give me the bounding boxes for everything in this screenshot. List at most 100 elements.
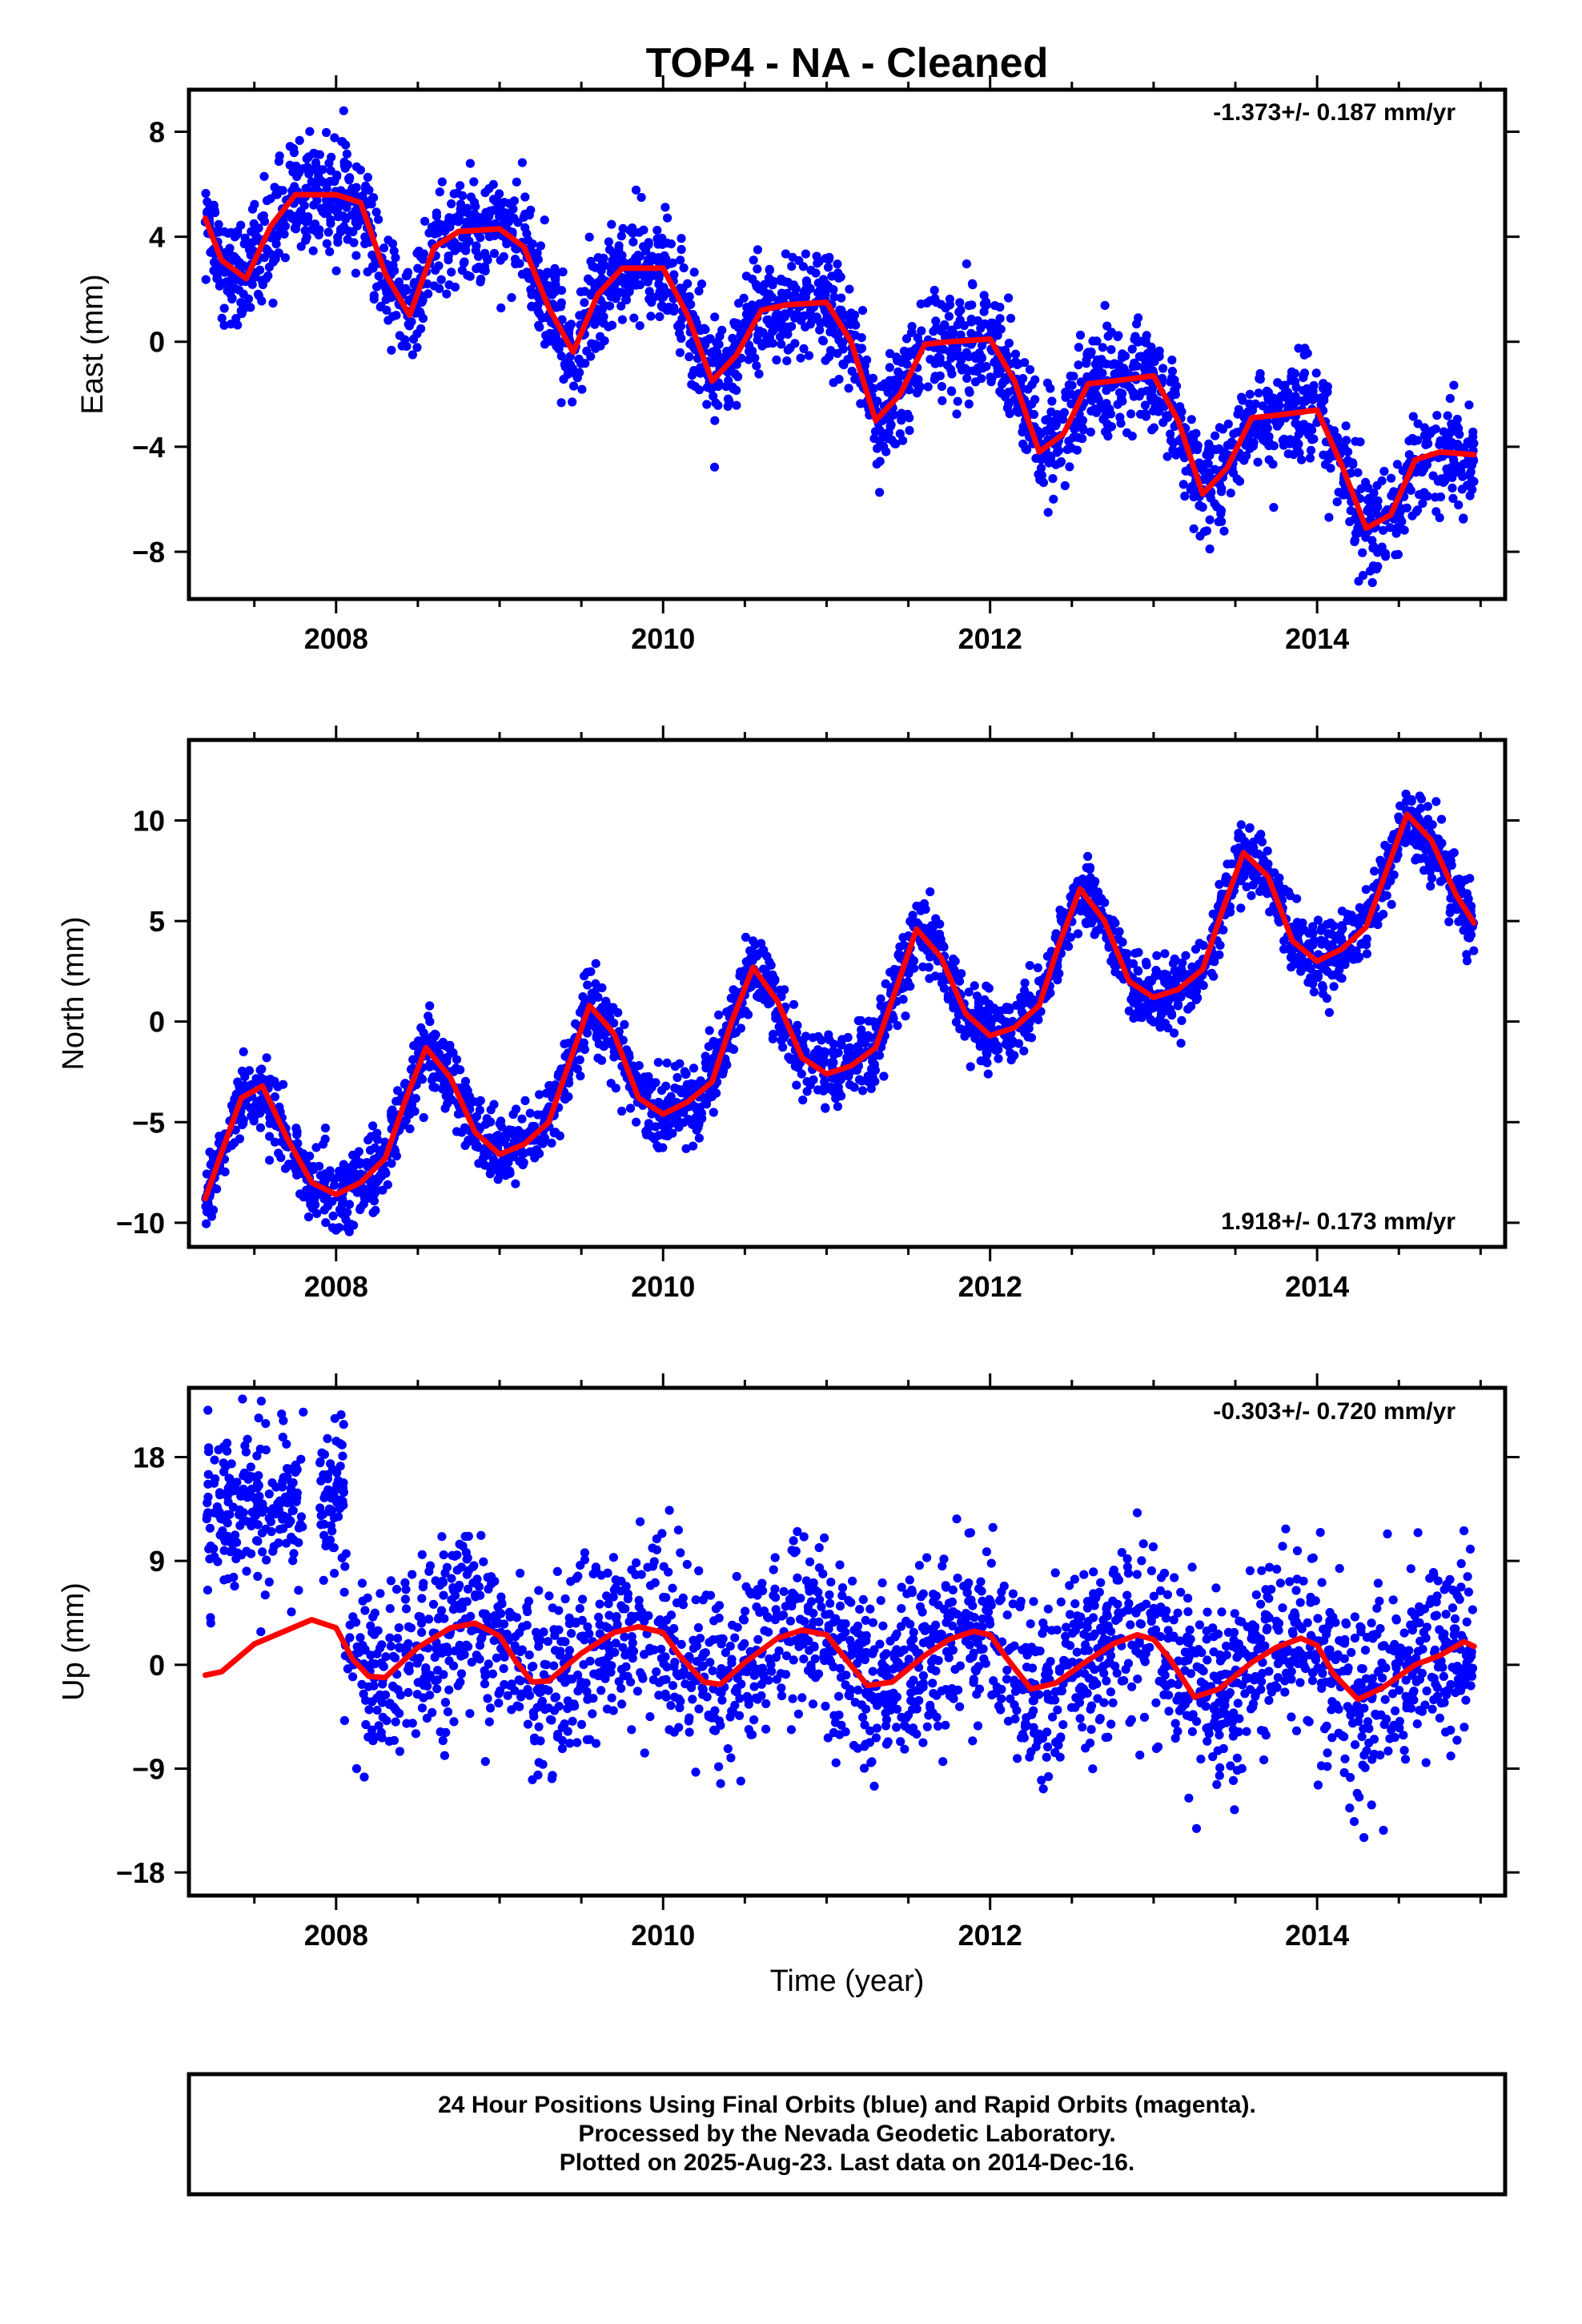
- data-point: [323, 227, 333, 237]
- data-point: [790, 339, 800, 348]
- data-point: [710, 416, 720, 425]
- data-point: [1223, 419, 1233, 429]
- data-point: [444, 280, 454, 290]
- data-point: [741, 309, 752, 320]
- data-point: [1142, 386, 1151, 396]
- data-point: [538, 1133, 548, 1144]
- data-point: [437, 177, 447, 187]
- data-point: [325, 247, 335, 256]
- data-point: [689, 1063, 699, 1073]
- data-point: [322, 239, 331, 248]
- data-point: [480, 266, 490, 275]
- data-point: [528, 1121, 537, 1132]
- data-point: [532, 248, 542, 258]
- data-point: [219, 278, 228, 288]
- data-point: [730, 369, 741, 379]
- data-point: [599, 253, 608, 263]
- data-point: [303, 1212, 314, 1222]
- data-point: [782, 356, 792, 366]
- data-point: [295, 135, 304, 145]
- data-point: [739, 293, 749, 303]
- data-point: [854, 1075, 865, 1084]
- data-point: [472, 1140, 482, 1150]
- data-point: [1006, 313, 1016, 324]
- data-point: [1279, 936, 1289, 946]
- data-point: [1186, 415, 1196, 424]
- y-tick-label: 4: [149, 221, 165, 254]
- data-point: [1055, 905, 1065, 915]
- data-point: [435, 187, 444, 197]
- data-point: [936, 326, 946, 336]
- data-point: [488, 179, 498, 189]
- data-point: [577, 384, 587, 394]
- data-point: [525, 1108, 535, 1118]
- data-point: [1422, 431, 1431, 441]
- data-point: [1275, 873, 1284, 883]
- data-point: [480, 187, 490, 198]
- data-point: [617, 1106, 627, 1116]
- data-point: [265, 1156, 275, 1165]
- plot-frame: [187, 87, 1508, 601]
- data-point: [285, 160, 295, 170]
- data-point: [901, 1011, 910, 1021]
- data-point: [617, 315, 628, 324]
- data-point: [1223, 859, 1232, 869]
- data-point: [956, 330, 966, 340]
- data-point: [290, 182, 299, 191]
- data-point: [1146, 1015, 1155, 1024]
- data-point: [676, 321, 686, 331]
- data-point: [541, 312, 552, 323]
- data-point: [811, 268, 821, 278]
- data-point: [724, 376, 733, 385]
- data-point: [457, 1128, 467, 1137]
- data-point: [591, 959, 600, 968]
- data-point: [687, 380, 697, 389]
- data-point: [416, 324, 426, 334]
- data-point: [614, 241, 624, 251]
- data-point: [425, 1062, 435, 1072]
- data-point: [906, 328, 917, 337]
- data-point: [536, 241, 546, 251]
- data-point: [860, 1038, 869, 1048]
- data-point: [829, 378, 838, 388]
- data-point: [1166, 429, 1175, 439]
- data-point: [1255, 887, 1265, 896]
- data-point: [1049, 494, 1058, 504]
- data-point: [1066, 399, 1076, 408]
- data-point: [885, 348, 895, 359]
- data-point: [583, 980, 592, 990]
- data-point: [750, 940, 760, 950]
- data-point: [705, 334, 714, 344]
- data-point: [560, 1094, 570, 1104]
- data-point: [1126, 409, 1136, 419]
- data-point: [1453, 440, 1463, 449]
- data-point: [1118, 937, 1127, 947]
- data-point: [353, 217, 363, 227]
- data-point: [272, 232, 282, 243]
- data-point: [1189, 524, 1199, 533]
- data-point: [211, 207, 220, 218]
- data-point: [629, 313, 639, 323]
- data-point: [1242, 451, 1251, 460]
- data-point: [838, 344, 848, 354]
- data-point: [652, 226, 662, 235]
- data-point: [368, 1121, 378, 1131]
- data-point: [1042, 415, 1052, 424]
- data-point: [768, 339, 777, 348]
- data-point: [1251, 849, 1260, 858]
- data-point: [898, 436, 908, 445]
- data-point: [289, 211, 299, 221]
- data-point: [438, 1037, 448, 1047]
- data-point: [1318, 989, 1328, 999]
- data-point: [1459, 513, 1468, 523]
- data-point: [221, 247, 231, 257]
- data-point: [383, 1180, 392, 1189]
- data-point: [1005, 408, 1014, 419]
- data-point: [554, 344, 564, 354]
- data-point: [1329, 982, 1339, 991]
- data-point: [1178, 480, 1188, 489]
- data-point: [857, 1086, 868, 1096]
- data-point: [1248, 441, 1258, 451]
- data-point: [708, 347, 717, 357]
- data-point: [574, 355, 584, 364]
